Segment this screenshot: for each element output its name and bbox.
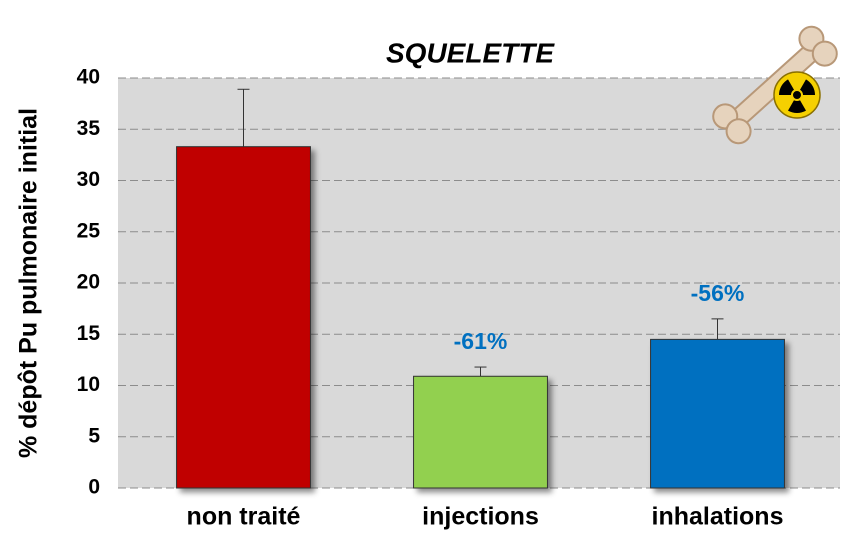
- y-tick-label: 30: [77, 168, 100, 191]
- chart-title: SQUELETTE: [386, 37, 555, 68]
- radiation-icon: [773, 71, 821, 119]
- x-tick-label: non traité: [187, 503, 301, 531]
- y-axis-label: % dépôt Pu pulmonaire initial: [15, 108, 43, 458]
- y-tick-label: 25: [77, 219, 101, 242]
- y-tick-label: 15: [77, 322, 101, 345]
- y-tick-label: 10: [77, 373, 100, 396]
- annotation: -61%: [454, 328, 508, 354]
- y-tick-label: 35: [77, 117, 101, 140]
- bar: [176, 146, 311, 489]
- x-tick-label: injections: [422, 503, 539, 531]
- y-tick-label: 20: [77, 271, 100, 294]
- x-tick-label: inhalations: [652, 503, 784, 531]
- y-tick-label: 0: [88, 476, 100, 499]
- y-tick-label: 40: [77, 66, 100, 89]
- bone-icon: [712, 25, 838, 145]
- bars: [176, 88, 785, 489]
- bar: [413, 375, 548, 489]
- bar: [650, 338, 785, 489]
- annotation: -56%: [691, 280, 745, 306]
- y-tick-label: 5: [88, 424, 100, 447]
